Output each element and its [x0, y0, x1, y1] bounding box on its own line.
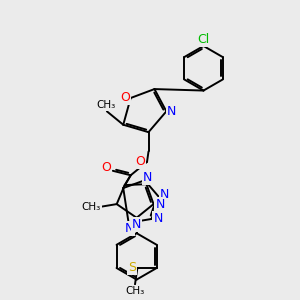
Text: N: N	[132, 218, 141, 231]
Text: O: O	[120, 92, 130, 104]
Text: S: S	[128, 262, 136, 275]
Text: N: N	[155, 198, 165, 211]
Text: O: O	[136, 155, 146, 168]
Text: O: O	[101, 161, 111, 174]
Text: Cl: Cl	[197, 33, 210, 46]
Text: N: N	[124, 222, 134, 235]
Text: N: N	[167, 105, 176, 118]
Text: CH₃: CH₃	[82, 202, 101, 212]
Text: N: N	[160, 188, 170, 201]
Text: N: N	[143, 171, 153, 184]
Text: CH₃: CH₃	[97, 100, 116, 110]
Text: CH₃: CH₃	[125, 286, 145, 296]
Text: N: N	[153, 212, 163, 226]
